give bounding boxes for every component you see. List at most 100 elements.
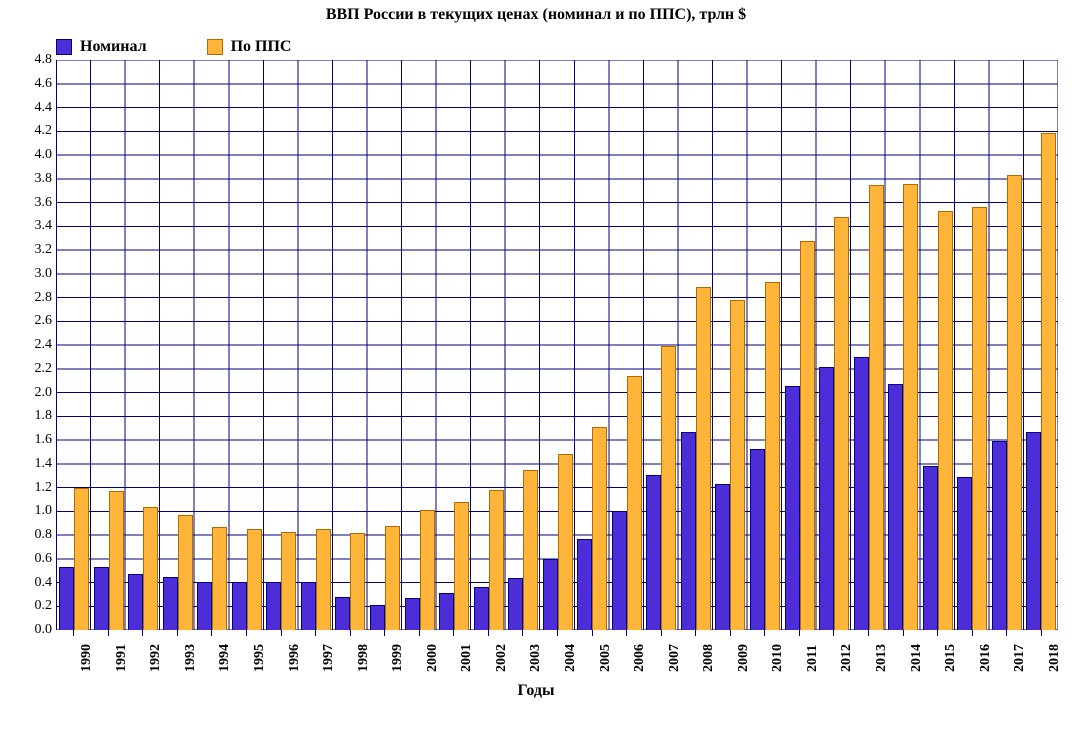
y-tick-label: 1.6: [16, 432, 52, 448]
plot: [56, 60, 1058, 630]
x-tick-label: 1995: [252, 644, 268, 672]
bar-ppp: [558, 454, 573, 630]
y-tick-label: 2.2: [16, 361, 52, 377]
x-tick-mark: [453, 630, 454, 636]
bar-ppp: [143, 507, 158, 630]
x-tick-mark: [142, 630, 143, 636]
x-tick-label: 2006: [632, 644, 648, 672]
y-tick-label: 3.4: [16, 218, 52, 234]
x-tick-mark: [833, 630, 834, 636]
bar-ppp: [800, 241, 815, 630]
bar-nominal: [715, 484, 730, 630]
x-tick-label: 2011: [805, 645, 821, 672]
x-tick-label: 1999: [390, 644, 406, 672]
y-tick-label: 1.0: [16, 503, 52, 519]
y-tick-label: 0.8: [16, 527, 52, 543]
bar-ppp: [627, 376, 642, 630]
bar-ppp: [903, 184, 918, 630]
x-tick-mark: [903, 630, 904, 636]
bar-ppp: [212, 527, 227, 630]
y-tick-label: 0.2: [16, 598, 52, 614]
x-tick-mark: [868, 630, 869, 636]
bar-ppp: [869, 185, 884, 630]
bar-nominal: [59, 567, 74, 630]
x-tick-mark: [626, 630, 627, 636]
bar-nominal: [163, 577, 178, 630]
legend: Номинал По ППС: [0, 24, 1072, 60]
bar-ppp: [938, 211, 953, 630]
x-tick-mark: [73, 630, 74, 636]
x-tick-mark: [419, 630, 420, 636]
x-tick-label: 2017: [1012, 644, 1028, 672]
x-tick-mark: [108, 630, 109, 636]
bar-ppp: [730, 300, 745, 630]
x-tick-mark: [211, 630, 212, 636]
bar-ppp: [247, 529, 262, 630]
y-tick-label: 1.8: [16, 408, 52, 424]
x-tick-mark: [246, 630, 247, 636]
x-tick-label: 2013: [874, 644, 890, 672]
bar-nominal: [232, 582, 247, 631]
bar-nominal: [335, 597, 350, 630]
x-axis-title: Годы: [0, 682, 1072, 700]
bar-nominal: [785, 386, 800, 630]
x-tick-mark: [937, 630, 938, 636]
x-tick-mark: [177, 630, 178, 636]
x-tick-mark: [730, 630, 731, 636]
x-tick-mark: [522, 630, 523, 636]
x-tick-label: 2003: [528, 644, 544, 672]
x-tick-label: 2014: [909, 644, 925, 672]
x-tick-mark: [315, 630, 316, 636]
bar-nominal: [819, 367, 834, 630]
bar-nominal: [197, 582, 212, 631]
y-tick-label: 4.6: [16, 76, 52, 92]
x-tick-label: 2005: [598, 644, 614, 672]
x-tick-label: 2016: [978, 644, 994, 672]
x-tick-label: 2012: [839, 644, 855, 672]
y-tick-label: 0.6: [16, 551, 52, 567]
x-tick-mark: [972, 630, 973, 636]
chart-title: ВВП России в текущих ценах (номинал и по…: [0, 0, 1072, 24]
bar-nominal: [370, 605, 385, 630]
y-tick-label: 0.0: [16, 622, 52, 638]
y-tick-label: 0.4: [16, 575, 52, 591]
x-tick-mark: [488, 630, 489, 636]
x-axis-ticks: 1990199119921993199419951996199719981999…: [56, 630, 1058, 680]
bar-nominal: [543, 559, 558, 630]
bar-nominal: [1026, 432, 1041, 630]
swatch-nominal: [56, 39, 72, 55]
bar-nominal: [646, 475, 661, 630]
x-tick-mark: [350, 630, 351, 636]
bar-nominal: [612, 511, 627, 630]
bar-ppp: [316, 529, 331, 630]
bar-ppp: [972, 207, 987, 630]
bar-nominal: [577, 539, 592, 630]
bar-nominal: [992, 441, 1007, 630]
x-tick-mark: [281, 630, 282, 636]
y-tick-label: 4.8: [16, 52, 52, 68]
x-tick-label: 1993: [183, 644, 199, 672]
bar-ppp: [489, 490, 504, 630]
bar-ppp: [178, 515, 193, 630]
bar-nominal: [405, 598, 420, 630]
bar-nominal: [439, 593, 454, 630]
bar-ppp: [109, 491, 124, 630]
y-tick-label: 3.6: [16, 195, 52, 211]
bar-nominal: [266, 582, 281, 631]
y-tick-label: 3.2: [16, 242, 52, 258]
x-tick-label: 2018: [1047, 644, 1063, 672]
x-tick-mark: [1041, 630, 1042, 636]
x-tick-label: 2004: [563, 644, 579, 672]
y-tick-label: 4.2: [16, 123, 52, 139]
x-tick-label: 1998: [356, 644, 372, 672]
bar-ppp: [523, 470, 538, 630]
bar-nominal: [888, 384, 903, 630]
x-tick-label: 2002: [494, 644, 510, 672]
x-tick-label: 1991: [114, 644, 130, 672]
y-tick-label: 2.4: [16, 337, 52, 353]
y-tick-label: 1.2: [16, 480, 52, 496]
y-tick-label: 2.8: [16, 290, 52, 306]
bar-nominal: [508, 578, 523, 630]
bar-ppp: [1007, 175, 1022, 630]
x-tick-mark: [592, 630, 593, 636]
